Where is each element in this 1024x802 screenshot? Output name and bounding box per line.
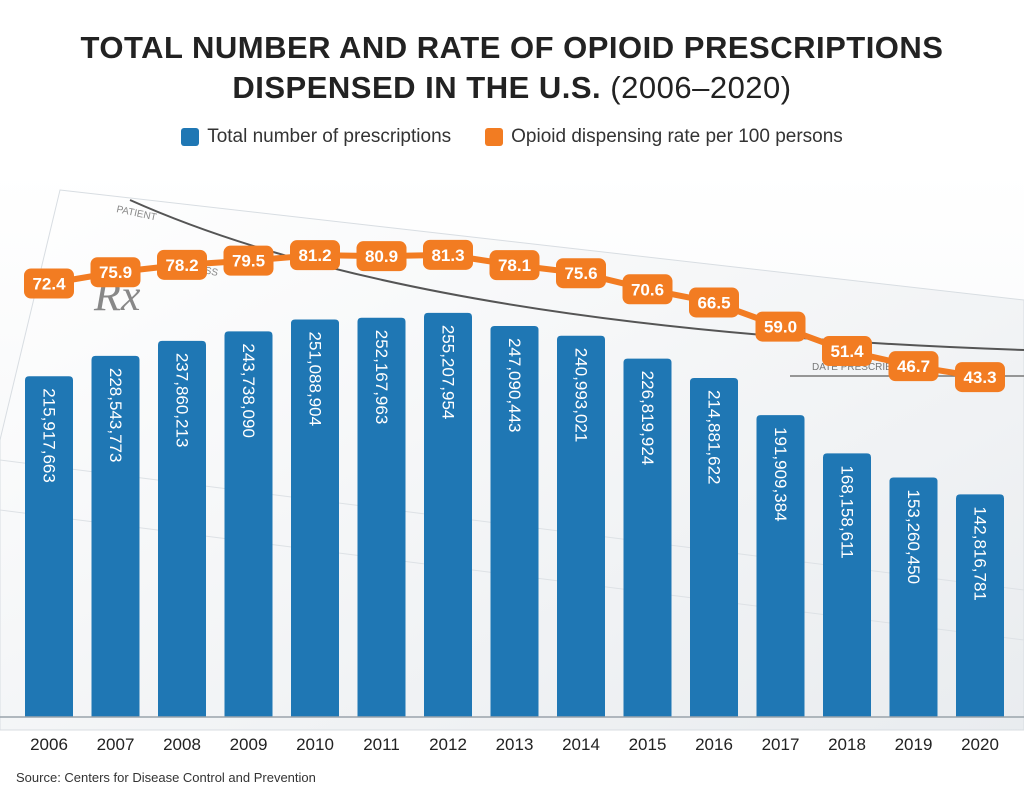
- rate-marker-2009: [223, 245, 274, 276]
- x-tick-2009: 2009: [230, 735, 268, 754]
- bar-label-2013: 247,090,443: [505, 338, 524, 433]
- rate-marker-2013: [489, 250, 540, 281]
- rate-label-2006: 72.4: [32, 274, 66, 293]
- rate-marker-2018: [822, 336, 872, 367]
- bar-label-2006: 215,917,663: [40, 388, 59, 483]
- bar-label-2019: 153,260,450: [904, 489, 923, 584]
- rate-marker-2011: [356, 241, 407, 272]
- bar-2011: [357, 317, 406, 717]
- bar-2014: [557, 335, 605, 717]
- rate-marker-2006: [24, 268, 74, 299]
- bars-layer: 215,917,663 228,543,773 237,860,213 243,738…: [25, 312, 1004, 717]
- rate-marker-2016: [689, 287, 739, 318]
- bar-2017: [756, 415, 805, 717]
- x-tick-2008: 2008: [163, 735, 201, 754]
- x-tick-2010: 2010: [296, 735, 334, 754]
- title-line-1: TOTAL NUMBER AND RATE OF OPIOID PRESCRIP…: [80, 30, 944, 65]
- bar-label-2010: 251,088,904: [306, 331, 325, 426]
- x-tick-2006: 2006: [30, 735, 68, 754]
- x-axis: 2006 2007 2008 2009 2010 2011 2012 2013 2014 2015…: [0, 716, 1024, 754]
- bar-2013: [490, 325, 539, 717]
- bar-2016: [690, 377, 738, 717]
- x-tick-2016: 2016: [695, 735, 733, 754]
- rate-label-2015: 70.6: [631, 280, 664, 299]
- bar-2019: [889, 477, 938, 717]
- title-year-range: (2006–2020): [610, 70, 792, 105]
- x-tick-2011: 2011: [363, 735, 400, 754]
- bar-label-2011: 252,167,963: [372, 330, 391, 425]
- legend-item-prescriptions: Total number of prescriptions: [181, 126, 451, 148]
- legend-label-dispensing-rate: Opioid dispensing rate per 100 persons: [511, 126, 843, 147]
- rate-label-2014: 75.6: [564, 264, 597, 283]
- bar-2018: [823, 453, 871, 717]
- bar-2010: [291, 319, 339, 717]
- rate-label-2020: 43.3: [963, 368, 996, 387]
- paper-label-date-prescribed: DATE PRESCRIBED: [812, 362, 906, 373]
- legend-item-dispensing-rate: Opioid dispensing rate per 100 persons: [485, 126, 843, 148]
- chart-title: TOTAL NUMBER AND RATE OF OPIOID PRESCRIP…: [0, 28, 1024, 108]
- rate-marker-2008: [157, 249, 207, 280]
- bar-label-2009: 243,738,090: [239, 343, 258, 438]
- rate-label-2013: 78.1: [498, 256, 531, 275]
- x-tick-2020: 2020: [961, 735, 999, 754]
- bar-label-2008: 237,860,213: [173, 353, 192, 448]
- bar-label-2017: 191,909,384: [771, 427, 790, 522]
- rate-marker-2012: [423, 239, 473, 270]
- x-tick-2013: 2013: [496, 735, 534, 754]
- bar-label-2014: 240,993,021: [572, 348, 591, 443]
- bar-2007: [91, 355, 140, 717]
- legend-swatch-line: [485, 128, 504, 146]
- bar-2009: [224, 331, 273, 717]
- bar-label-2016: 214,881,622: [705, 390, 724, 485]
- bar-2006: [25, 376, 73, 717]
- x-tick-2007: 2007: [97, 735, 135, 754]
- rate-marker-2014: [556, 258, 606, 289]
- x-tick-2012: 2012: [429, 735, 467, 754]
- rate-marker-2010: [290, 240, 340, 271]
- rate-label-2012: 81.3: [431, 246, 464, 265]
- bar-2020: [956, 494, 1004, 717]
- x-tick-2014: 2014: [562, 735, 600, 754]
- rate-label-2008: 78.2: [165, 256, 198, 275]
- bar-2012: [424, 312, 472, 717]
- rate-marker-2007: [90, 257, 141, 288]
- x-tick-2017: 2017: [762, 735, 800, 754]
- rate-label-2018: 51.4: [830, 342, 864, 361]
- line-layer: 72.4 75.9 78.2 79.5 81.2 80.9 81.3 78.1 75.6 70.6…: [24, 239, 1005, 393]
- rate-label-2009: 79.5: [232, 252, 265, 271]
- rate-label-2010: 81.2: [298, 246, 331, 265]
- x-tick-2018: 2018: [828, 735, 866, 754]
- rate-marker-2015: [622, 274, 673, 305]
- title-line-2-main: DISPENSED IN THE U.S.: [232, 70, 602, 105]
- bar-label-2012: 255,207,954: [439, 325, 458, 420]
- x-tick-2019: 2019: [895, 735, 933, 754]
- rate-label-2017: 59.0: [764, 318, 797, 337]
- bar-2015: [623, 358, 672, 717]
- bar-2008: [158, 340, 206, 717]
- legend: Total number of prescriptions Opioid dis…: [0, 126, 1024, 148]
- title-line-2: DISPENSED IN THE U.S. (2006–2020): [0, 68, 1024, 108]
- bar-label-2018: 168,158,611: [838, 465, 857, 558]
- bar-label-2007: 228,543,773: [106, 368, 125, 463]
- bar-label-2015: 226,819,924: [638, 371, 657, 466]
- source-note: Source: Centers for Disease Control and …: [16, 770, 316, 785]
- rate-marker-2017: [755, 311, 806, 342]
- x-tick-2015: 2015: [629, 735, 667, 754]
- rate-label-2019: 46.7: [897, 357, 930, 376]
- legend-swatch-bar: [181, 128, 200, 146]
- legend-label-prescriptions: Total number of prescriptions: [207, 126, 452, 147]
- rate-marker-2020: [955, 362, 1005, 393]
- rate-marker-2019: [888, 351, 939, 382]
- rate-label-2011: 80.9: [365, 247, 398, 266]
- rate-label-2007: 75.9: [99, 263, 132, 282]
- bar-label-2020: 142,816,781: [971, 506, 990, 601]
- rate-label-2016: 66.5: [697, 293, 730, 312]
